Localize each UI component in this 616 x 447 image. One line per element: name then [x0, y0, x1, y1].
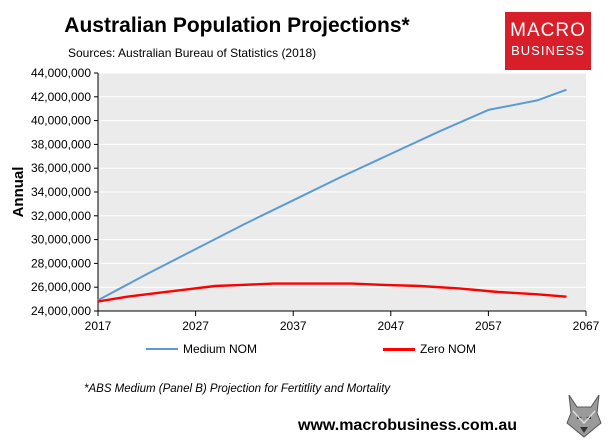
x-tick-label: 2017 [85, 319, 112, 333]
logo-line-1: MACRO [510, 20, 586, 41]
y-axis-label: Annual [10, 167, 27, 218]
legend-swatch-medium-nom [146, 348, 178, 350]
legend-item-medium-nom: Medium NOM [146, 342, 257, 356]
x-tick-label: 2027 [182, 319, 209, 333]
y-tick-label: 42,000,000 [31, 90, 91, 104]
y-tick-label: 34,000,000 [31, 185, 91, 199]
legend-swatch-zero-nom [383, 347, 415, 351]
website-url[interactable]: www.macrobusiness.com.au [298, 417, 518, 434]
x-tick-label: 2037 [280, 319, 307, 333]
chart-subtitle: Sources: Australian Bureau of Statistics… [68, 46, 317, 60]
y-tick-label: 28,000,000 [31, 256, 91, 270]
wolf-icon [566, 394, 602, 438]
legend-label-zero-nom: Zero NOM [420, 342, 477, 356]
y-tick-label: 32,000,000 [31, 209, 91, 223]
footnote: *ABS Medium (Panel B) Projection for Fer… [84, 383, 391, 395]
macrobusiness-logo: MACRO BUSINESS [505, 12, 591, 70]
x-tick-label: 2067 [573, 319, 600, 333]
y-tick-label: 44,000,000 [31, 66, 91, 80]
logo-line-2: BUSINESS [511, 43, 585, 58]
y-tick-label: 36,000,000 [31, 161, 91, 175]
series-line-medium-nom [97, 88, 567, 302]
x-tick-label: 2047 [377, 319, 404, 333]
legend-label-medium-nom: Medium NOM [183, 342, 258, 356]
y-tick-label: 26,000,000 [31, 280, 91, 294]
y-tick-label: 38,000,000 [31, 137, 91, 151]
y-tick-label: 40,000,000 [31, 114, 91, 128]
population-line-chart: 24,000,000 26,000,000 28,000,000 30,000,000… [10, 66, 600, 333]
x-tick-label: 2057 [475, 319, 502, 333]
series-line-zero-nom [97, 282, 567, 303]
chart-title: Australian Population Projections* [64, 14, 410, 37]
y-tick-label: 24,000,000 [31, 304, 91, 318]
legend-item-zero-nom: Zero NOM [383, 342, 476, 356]
y-tick-label: 30,000,000 [31, 233, 91, 247]
